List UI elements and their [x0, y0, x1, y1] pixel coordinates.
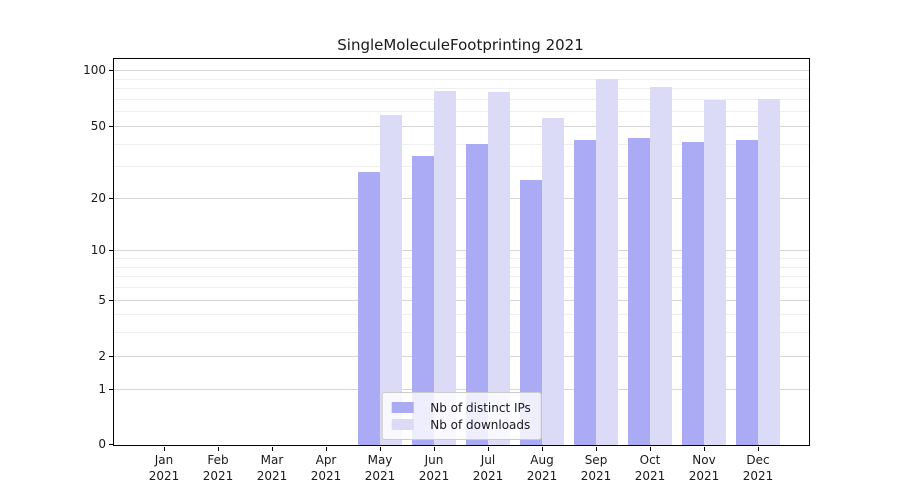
y-tick-label: 2 — [98, 348, 106, 363]
gridline-major — [114, 299, 809, 301]
gridline-minor — [114, 166, 809, 168]
x-tick — [596, 447, 598, 451]
x-tick-label: May 2021 — [364, 453, 396, 483]
bar-distinct-ips — [682, 141, 704, 445]
x-tick — [650, 447, 652, 451]
bar-distinct-ips — [412, 156, 434, 445]
bar-downloads — [650, 87, 672, 445]
y-tick — [109, 197, 113, 199]
x-tick-label: Dec 2021 — [742, 453, 774, 483]
bar-distinct-ips — [358, 171, 380, 445]
gridline-minor — [114, 287, 809, 288]
bar-distinct-ips — [520, 180, 542, 445]
y-tick-label: 1 — [98, 381, 106, 396]
gridline-minor — [114, 111, 809, 113]
x-tick-label: Aug 2021 — [526, 453, 558, 483]
x-tick-label: Feb 2021 — [202, 453, 234, 483]
gridline-minor — [114, 314, 809, 316]
y-tick — [109, 299, 113, 301]
bar-distinct-ips — [574, 139, 596, 445]
gridline-minor — [114, 276, 809, 278]
legend-item-downloads: Nb of downloads — [391, 416, 531, 433]
bar-downloads — [596, 78, 618, 445]
x-tick — [164, 447, 166, 451]
y-tick-label: 50 — [90, 118, 106, 133]
y-tick — [109, 250, 113, 252]
gridline-major — [114, 125, 809, 127]
legend-label-distinct-ips: Nb of distinct IPs — [430, 400, 531, 415]
x-tick-label: Apr 2021 — [310, 453, 342, 483]
gridline-minor — [114, 258, 809, 259]
bar-downloads — [704, 100, 726, 445]
y-tick — [109, 388, 113, 390]
x-tick — [704, 447, 706, 451]
bar-downloads — [434, 91, 456, 445]
legend-swatch-distinct-ips — [391, 402, 414, 413]
legend: Nb of distinct IPs Nb of downloads — [381, 392, 542, 440]
legend-swatch-downloads — [391, 419, 414, 430]
gridline-minor — [114, 78, 809, 80]
bar-downloads — [542, 118, 564, 445]
gridline-major — [114, 197, 809, 199]
bar-distinct-ips — [736, 139, 758, 445]
gridline-minor — [114, 88, 809, 90]
x-tick-label: Jul 2021 — [472, 453, 504, 483]
legend-label-downloads: Nb of downloads — [430, 417, 531, 432]
y-tick-label: 10 — [90, 243, 106, 258]
bar-downloads — [380, 115, 402, 445]
plot-area: Nb of distinct IPs Nb of downloads 0 1 2 5 1… — [83, 58, 810, 483]
x-tick — [758, 447, 760, 451]
y-tick-label: 5 — [98, 292, 106, 307]
bar-downloads — [488, 92, 510, 445]
x-tick — [380, 447, 382, 451]
x-tick-label: Nov 2021 — [688, 453, 720, 483]
x-tick — [326, 447, 328, 451]
gridline-minor — [114, 143, 809, 145]
chart-title: SingleMoleculeFootprinting 2021 — [337, 36, 584, 54]
y-tick-label: 100 — [83, 63, 106, 78]
y-tick-label: 0 — [98, 437, 106, 451]
x-tick-label: Oct 2021 — [634, 453, 666, 483]
gridline-minor — [114, 98, 809, 100]
y-tick — [109, 70, 113, 72]
y-tick — [109, 444, 113, 446]
gridline-major — [114, 70, 809, 72]
x-tick — [542, 447, 544, 451]
gridline-major — [114, 388, 809, 390]
bar-downloads — [758, 98, 780, 445]
legend-item-distinct-ips: Nb of distinct IPs — [391, 399, 531, 416]
x-tick-label: Mar 2021 — [256, 453, 288, 483]
x-tick-label: Jan 2021 — [148, 453, 180, 483]
gridline-minor — [114, 266, 809, 268]
x-tick — [218, 447, 220, 451]
x-tick — [272, 447, 274, 451]
gridline-minor — [114, 332, 809, 334]
y-tick — [109, 125, 113, 127]
bar-distinct-ips — [628, 137, 650, 445]
gridline-major — [114, 250, 809, 252]
x-tick — [488, 447, 490, 451]
y-tick — [109, 355, 113, 357]
bar-distinct-ips — [466, 143, 488, 445]
x-tick-label: Jun 2021 — [418, 453, 450, 483]
x-tick — [434, 447, 436, 451]
x-tick-label: Sep 2021 — [580, 453, 612, 483]
y-tick-label: 20 — [90, 190, 106, 205]
gridline-major — [114, 355, 809, 357]
